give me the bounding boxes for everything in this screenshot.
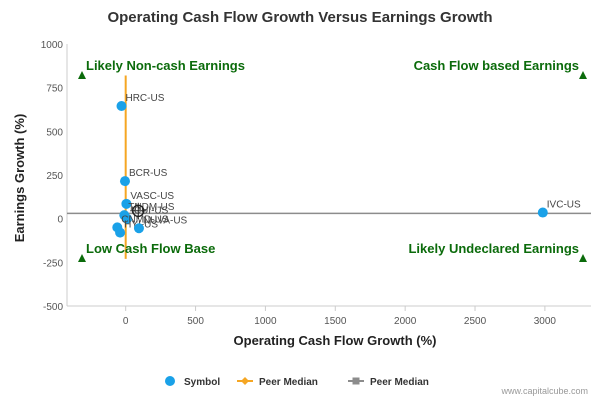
x-tick-label: 3000 — [534, 316, 557, 327]
data-point-label: HRC-US — [125, 93, 164, 104]
data-point-label: NUVA-US — [143, 215, 188, 226]
legend-item-label: Peer Median — [370, 377, 429, 388]
data-point-label: BCR-US — [129, 168, 168, 179]
data-point-label: VASC-US — [130, 191, 174, 202]
data-point — [537, 207, 548, 218]
y-tick-label: 1000 — [41, 40, 64, 51]
legend-symbol-marker — [165, 376, 175, 386]
y-tick-label: 750 — [46, 84, 63, 95]
legend-square-marker — [352, 377, 360, 385]
legend: Symbol Peer Median Peer Median — [165, 376, 429, 388]
quadrant-triangle-icon — [78, 254, 86, 262]
quadrant-label: Cash Flow based Earnings — [414, 58, 579, 73]
data-point-label: CNMD-US — [121, 214, 169, 225]
y-tick-label: -250 — [43, 258, 63, 269]
x-tick-label: 1500 — [324, 316, 347, 327]
data-point — [133, 223, 144, 234]
x-tick-label: 1000 — [254, 316, 277, 327]
quadrant-label: Low Cash Flow Base — [86, 241, 215, 256]
data-point — [122, 213, 133, 224]
credit-text: www.capitalcube.com — [500, 386, 588, 396]
data-point — [115, 227, 126, 238]
quadrant-triangle-icon — [579, 71, 587, 79]
y-tick-label: -500 — [43, 302, 63, 313]
x-tick-label: 2000 — [394, 316, 417, 327]
legend-item-label: Symbol — [184, 377, 220, 388]
data-point — [121, 198, 132, 209]
quadrant-label: Likely Undeclared Earnings — [408, 241, 579, 256]
chart-title: Operating Cash Flow Growth Versus Earnin… — [107, 9, 492, 26]
data-point-label: TNDM-US — [128, 202, 174, 213]
x-axis-title: Operating Cash Flow Growth (%) — [234, 333, 437, 348]
data-point — [116, 101, 127, 112]
legend-diamond-marker — [241, 377, 249, 385]
quadrant-triangle-icon — [579, 254, 587, 262]
legend-item-label: Peer Median — [259, 377, 318, 388]
data-point — [119, 176, 130, 187]
data-point-label: IVC-US — [547, 200, 581, 211]
quadrant-triangle-icon — [78, 71, 86, 79]
y-axis-title: Earnings Growth (%) — [12, 114, 27, 243]
y-tick-label: 0 — [57, 215, 63, 226]
x-tick-label: 2500 — [464, 316, 487, 327]
plot-area: -500 -250 0 250 500 750 1000 0 500 1000 1500 2000 25… — [41, 40, 591, 327]
data-point-label: ICUI-US — [131, 206, 169, 217]
x-tick-label: 0 — [123, 316, 129, 327]
quadrant-label: Likely Non-cash Earnings — [86, 58, 245, 73]
x-tick-label: 500 — [187, 316, 204, 327]
y-tick-label: 500 — [46, 127, 63, 138]
y-tick-label: 250 — [46, 171, 63, 182]
